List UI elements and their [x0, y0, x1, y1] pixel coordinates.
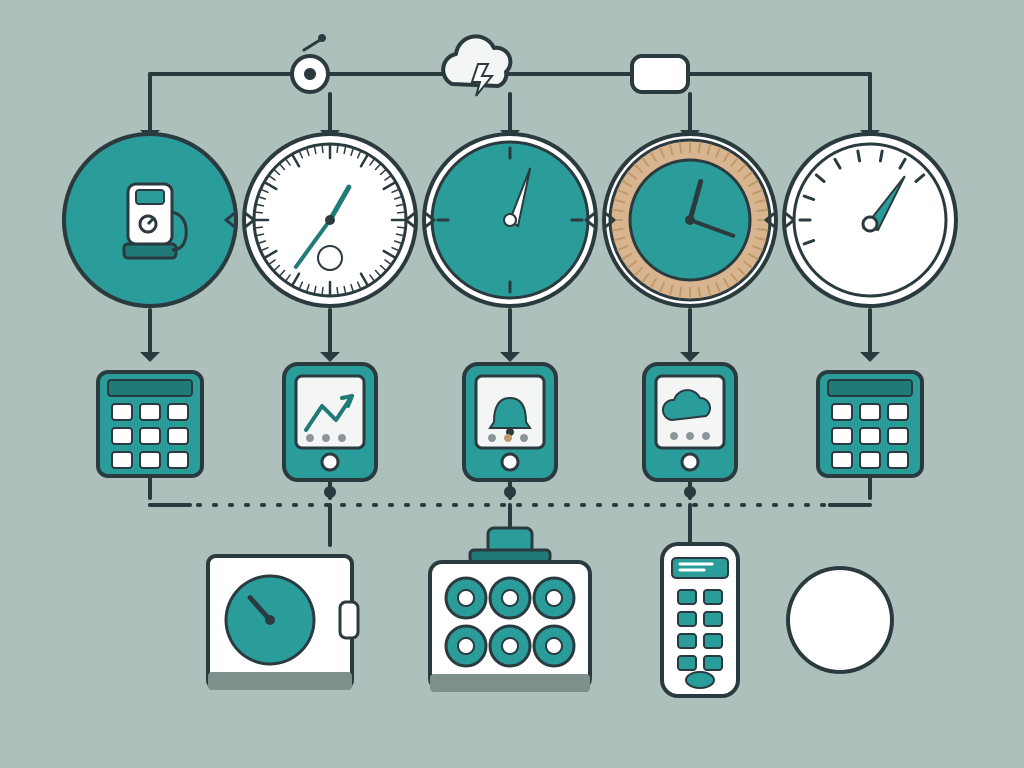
gauge-clock_ticks: [244, 134, 416, 306]
gauge-meter_icon: [64, 134, 236, 306]
plug-device: [788, 568, 892, 672]
gauge-gauge_teal: [424, 134, 596, 306]
keypad-device: [98, 372, 202, 476]
panel-gauge: [208, 556, 358, 690]
diagram-canvas: [0, 0, 1024, 768]
gauge-gauge_tan: [604, 134, 776, 306]
keypad-device: [818, 372, 922, 476]
tablet-device: [644, 364, 736, 480]
gauge-dial_plain: [784, 134, 956, 306]
tablet-device: [284, 364, 376, 480]
phone-device: [662, 544, 738, 696]
tablet-device: [464, 364, 556, 480]
